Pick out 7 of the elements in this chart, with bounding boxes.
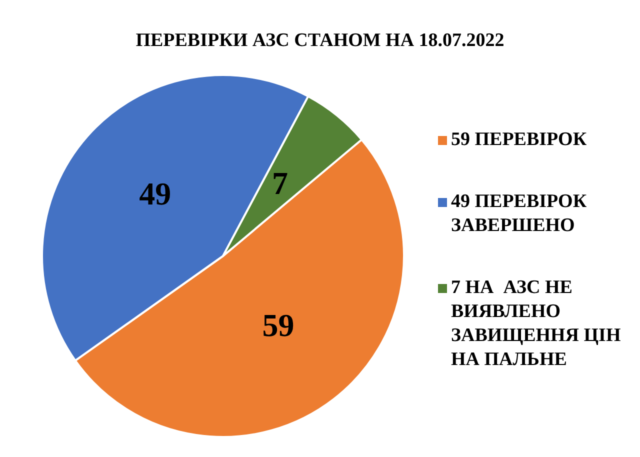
legend-label: 7 НА АЗС НЕ ВИЯВЛЕНО ЗАВИЩЕННЯ ЦІН НА ПАЛЬНЕ [451, 276, 622, 372]
legend-label: 49 ПЕРЕВІРОК ЗАВЕРШЕНО [451, 190, 588, 238]
legend-label: 59 ПЕРЕВІРОК [451, 128, 587, 152]
chart-title: ПЕРЕВІРКИ АЗС СТАНОМ НА 18.07.2022 [134, 30, 506, 52]
data-label: 59 [262, 306, 294, 343]
data-label: 49 [139, 175, 172, 212]
data-label: 7 [272, 164, 288, 201]
